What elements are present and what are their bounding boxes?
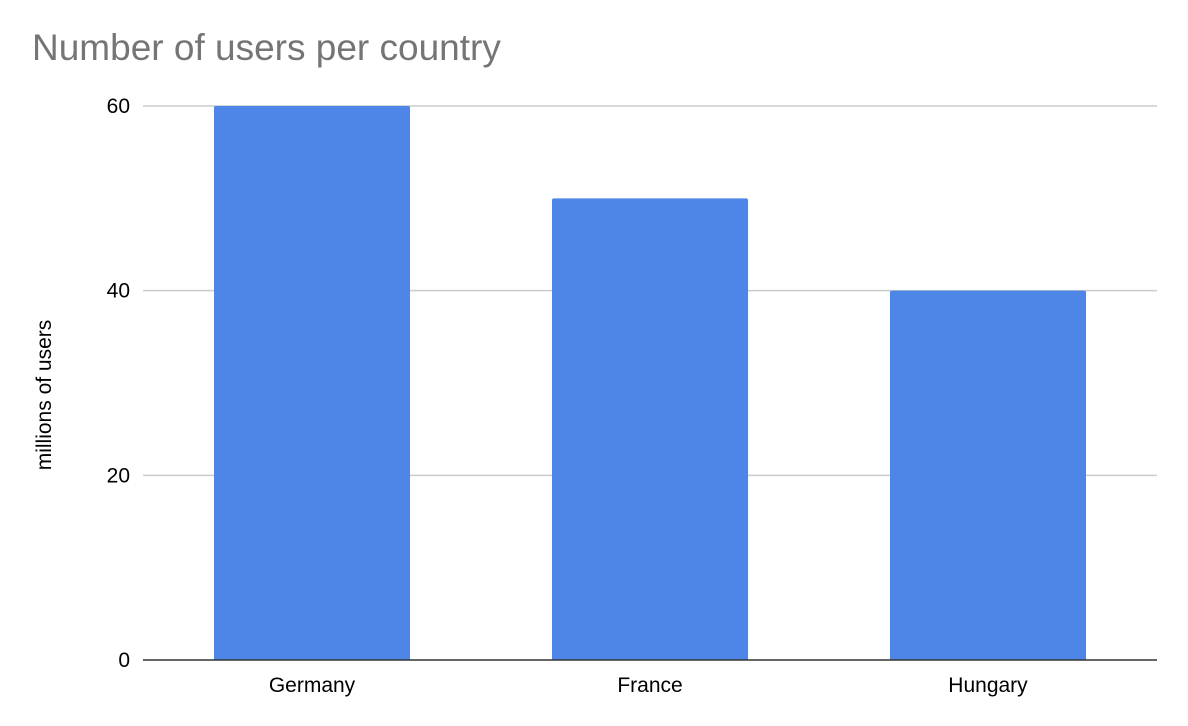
y-tick-labels: 0 20 40 60 [107, 95, 130, 672]
y-tick-label: 20 [107, 464, 130, 487]
y-axis-label: millions of users [33, 320, 56, 471]
y-tick-label: 60 [107, 95, 130, 118]
bar-hungary [889, 290, 1087, 660]
x-tick-label: Germany [269, 674, 356, 697]
bar-france [551, 198, 749, 661]
x-tick-label: Hungary [948, 674, 1028, 697]
x-tick-label: France [617, 674, 682, 697]
bar-germany [213, 106, 411, 660]
chart-title: Number of users per country [32, 27, 501, 68]
bars [213, 106, 1087, 661]
y-tick-label: 40 [107, 280, 130, 303]
y-tick-label: 0 [118, 649, 130, 672]
x-tick-labels: Germany France Hungary [269, 674, 1028, 697]
